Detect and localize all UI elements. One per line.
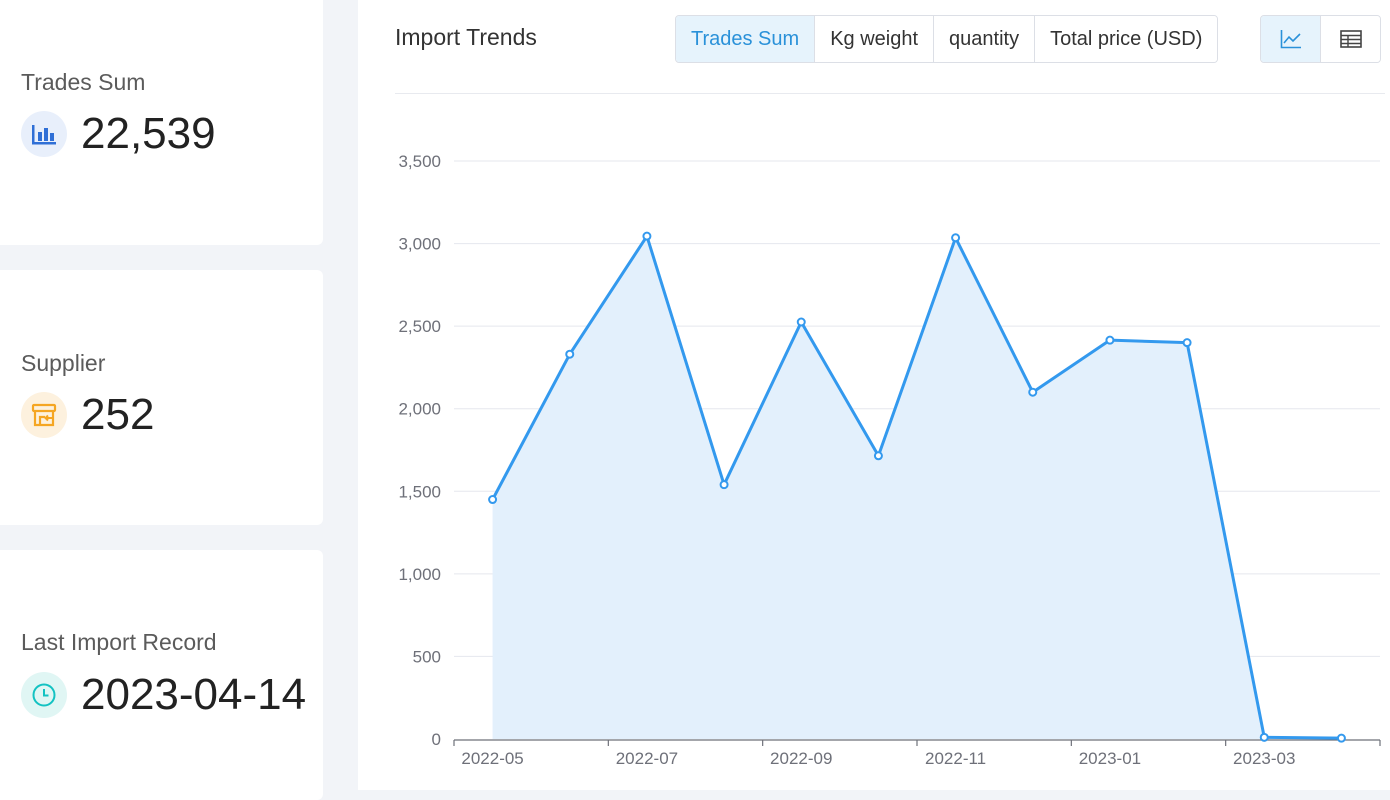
y-tick-label: 2,500 <box>398 317 441 336</box>
line-chart-view-button[interactable] <box>1261 16 1320 62</box>
import-trends-panel: Import Trends Trades Sum Kg weight quant… <box>358 0 1390 790</box>
trades-sum-value: 22,539 <box>81 109 216 158</box>
y-tick-label: 3,500 <box>398 152 441 171</box>
line-chart-icon <box>1280 30 1301 49</box>
x-tick-label: 2022-09 <box>770 749 832 768</box>
supplier-card: Supplier 252 <box>0 270 323 525</box>
view-toggle <box>1260 15 1381 63</box>
x-tick-label: 2022-07 <box>616 749 678 768</box>
x-tick-label: 2022-11 <box>925 749 986 768</box>
import-trends-chart: 0 500 1,000 1,500 2,000 2,500 3,000 3,500 2022-0… <box>398 152 1381 768</box>
y-tick-label: 500 <box>413 647 441 666</box>
tab-kg-weight[interactable]: Kg weight <box>814 16 934 62</box>
last-import-label: Last Import Record <box>21 629 217 655</box>
data-point <box>1259 732 1269 742</box>
y-tick-label: 3,000 <box>398 235 441 254</box>
x-tick-label: 2023-01 <box>1079 749 1141 768</box>
series-line <box>491 234 1342 740</box>
table-icon <box>1339 30 1362 48</box>
panel-title: Import Trends <box>395 24 537 50</box>
tab-trades-sum[interactable]: Trades Sum <box>676 16 815 62</box>
data-point <box>642 231 652 241</box>
data-point <box>796 317 806 327</box>
y-tick-label: 2,000 <box>398 400 441 419</box>
metric-tabs: Trades Sum Kg weight quantity Total pric… <box>675 15 1219 63</box>
tab-quantity[interactable]: quantity <box>933 16 1035 62</box>
supplier-label: Supplier <box>21 350 106 376</box>
trades-sum-label: Trades Sum <box>21 69 146 95</box>
trades-sum-row: 22,539 <box>21 111 216 157</box>
table-view-button[interactable] <box>1320 16 1380 62</box>
data-point <box>565 349 575 359</box>
last-import-row: 2023-04-14 <box>21 672 306 718</box>
data-point <box>1028 387 1038 397</box>
data-point <box>1182 338 1192 348</box>
x-tick-label: 2023-03 <box>1233 749 1295 768</box>
data-point <box>873 451 883 461</box>
y-tick-label: 1,500 <box>398 482 441 501</box>
tab-total-price[interactable]: Total price (USD) <box>1034 16 1218 62</box>
panel-divider <box>395 93 1385 94</box>
supplier-value: 252 <box>81 390 155 439</box>
data-point <box>951 233 961 243</box>
storefront-icon <box>21 392 67 438</box>
data-point <box>719 480 729 490</box>
last-import-card: Last Import Record 2023-04-14 <box>0 550 323 800</box>
x-tick-label: 2022-05 <box>461 749 523 768</box>
bar-chart-icon <box>21 111 67 157</box>
last-import-value: 2023-04-14 <box>81 670 307 719</box>
y-tick-label: 1,000 <box>398 565 441 584</box>
supplier-row: 252 <box>21 392 154 438</box>
y-tick-label: 0 <box>432 730 441 749</box>
clock-icon <box>21 672 67 718</box>
data-point <box>488 495 498 505</box>
data-point <box>1336 733 1346 743</box>
trades-sum-card: Trades Sum 22,539 <box>0 0 323 245</box>
data-point <box>1105 335 1115 345</box>
series-area <box>492 236 1342 739</box>
